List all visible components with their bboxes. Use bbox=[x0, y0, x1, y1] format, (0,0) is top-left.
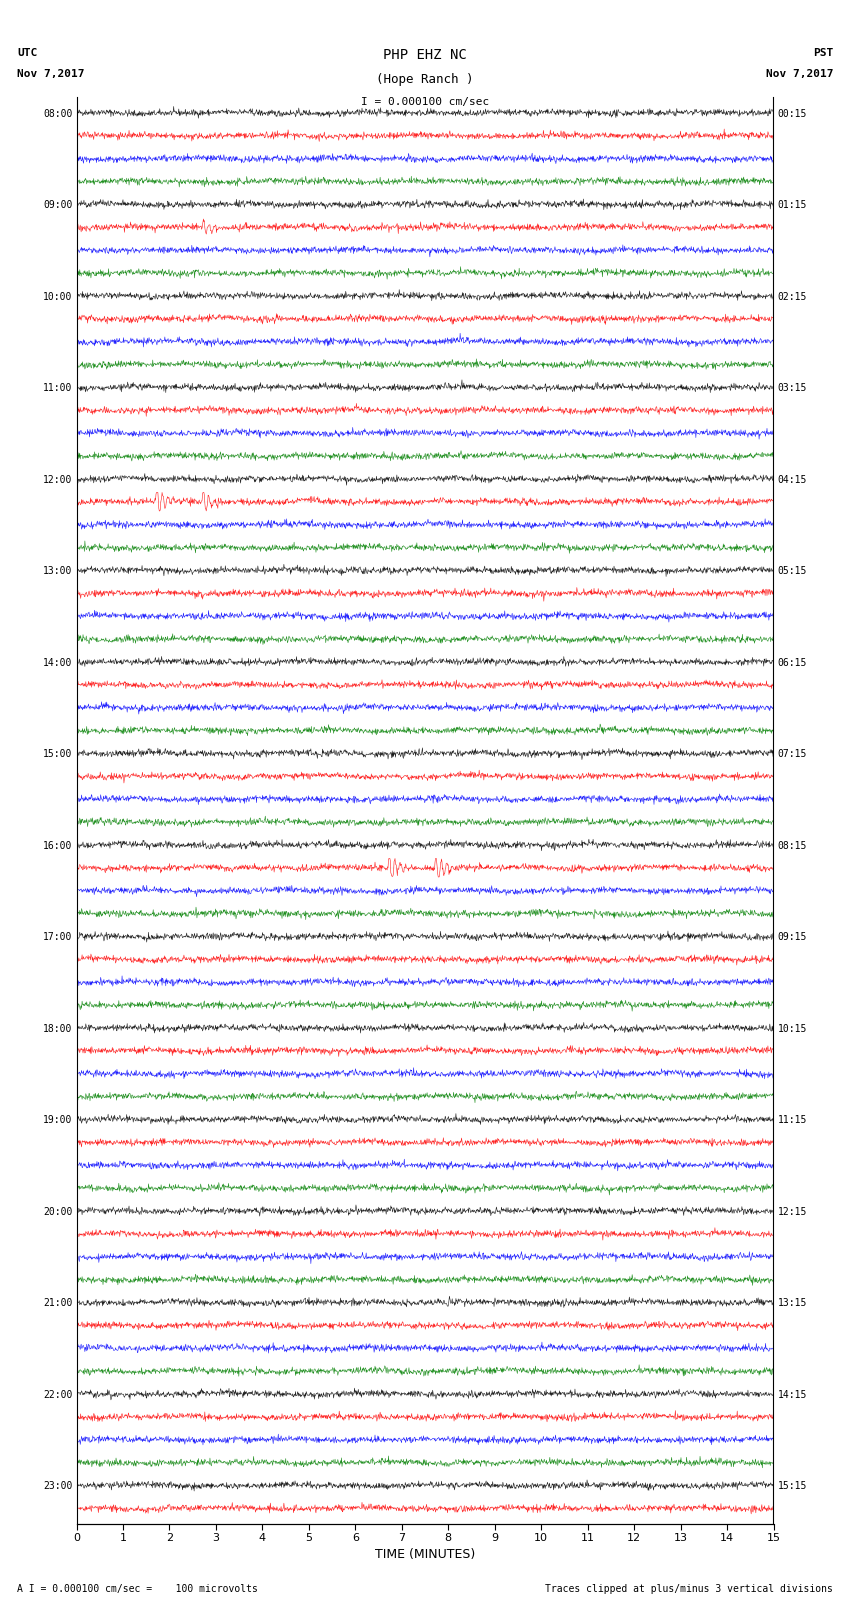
Text: Traces clipped at plus/minus 3 vertical divisions: Traces clipped at plus/minus 3 vertical … bbox=[545, 1584, 833, 1594]
Text: (Hope Ranch ): (Hope Ranch ) bbox=[377, 73, 473, 85]
Text: Nov 7,2017: Nov 7,2017 bbox=[17, 69, 84, 79]
Text: UTC: UTC bbox=[17, 48, 37, 58]
Text: PHP EHZ NC: PHP EHZ NC bbox=[383, 48, 467, 63]
Text: PST: PST bbox=[813, 48, 833, 58]
Text: Nov 7,2017: Nov 7,2017 bbox=[766, 69, 833, 79]
Text: A I = 0.000100 cm/sec =    100 microvolts: A I = 0.000100 cm/sec = 100 microvolts bbox=[17, 1584, 258, 1594]
X-axis label: TIME (MINUTES): TIME (MINUTES) bbox=[375, 1548, 475, 1561]
Text: I = 0.000100 cm/sec: I = 0.000100 cm/sec bbox=[361, 97, 489, 106]
